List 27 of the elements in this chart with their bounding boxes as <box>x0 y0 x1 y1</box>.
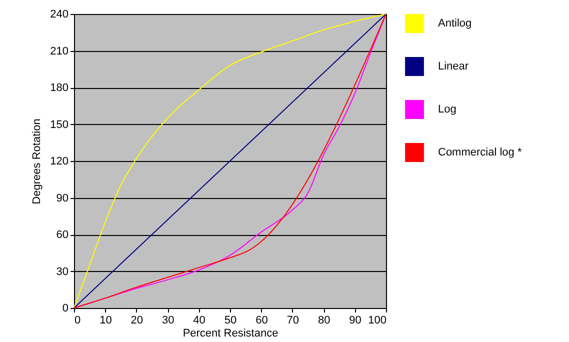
y-tick-label: 180 <box>50 82 68 94</box>
legend-label: Linear <box>438 60 469 72</box>
y-tick-label: 90 <box>56 192 68 204</box>
x-tick-label: 70 <box>286 314 300 326</box>
y-tick-label: 60 <box>56 229 68 241</box>
legend-label: Commercial log * <box>438 146 522 158</box>
x-tick-label: 60 <box>256 314 268 326</box>
legend-label: Log <box>438 104 456 116</box>
y-axis-title: Degrees Rotation <box>31 118 44 204</box>
y-tick-label: 0 <box>62 302 68 314</box>
x-tick-label: 50 <box>224 314 237 326</box>
y-tick-label: 240 <box>50 8 68 20</box>
y-tick-label: 30 <box>56 266 68 278</box>
x-tick-label: 30 <box>162 314 174 326</box>
x-tick-label: 20 <box>130 314 144 326</box>
y-tick-label: 120 <box>50 156 68 168</box>
x-tick-label: 10 <box>100 314 112 326</box>
x-axis-title: Percent Resistance <box>182 328 278 340</box>
y-tick-label: 150 <box>50 118 68 131</box>
x-tick-label: 0 <box>74 314 81 326</box>
legend-label: Antilog <box>438 18 472 30</box>
x-tick-label: 90 <box>349 314 362 326</box>
x-tick-label: 100 <box>368 314 386 326</box>
x-tick-label: 80 <box>318 314 330 326</box>
x-tick-label: 40 <box>193 314 206 326</box>
y-tick-label: 210 <box>50 45 68 58</box>
line-series <box>74 14 386 308</box>
